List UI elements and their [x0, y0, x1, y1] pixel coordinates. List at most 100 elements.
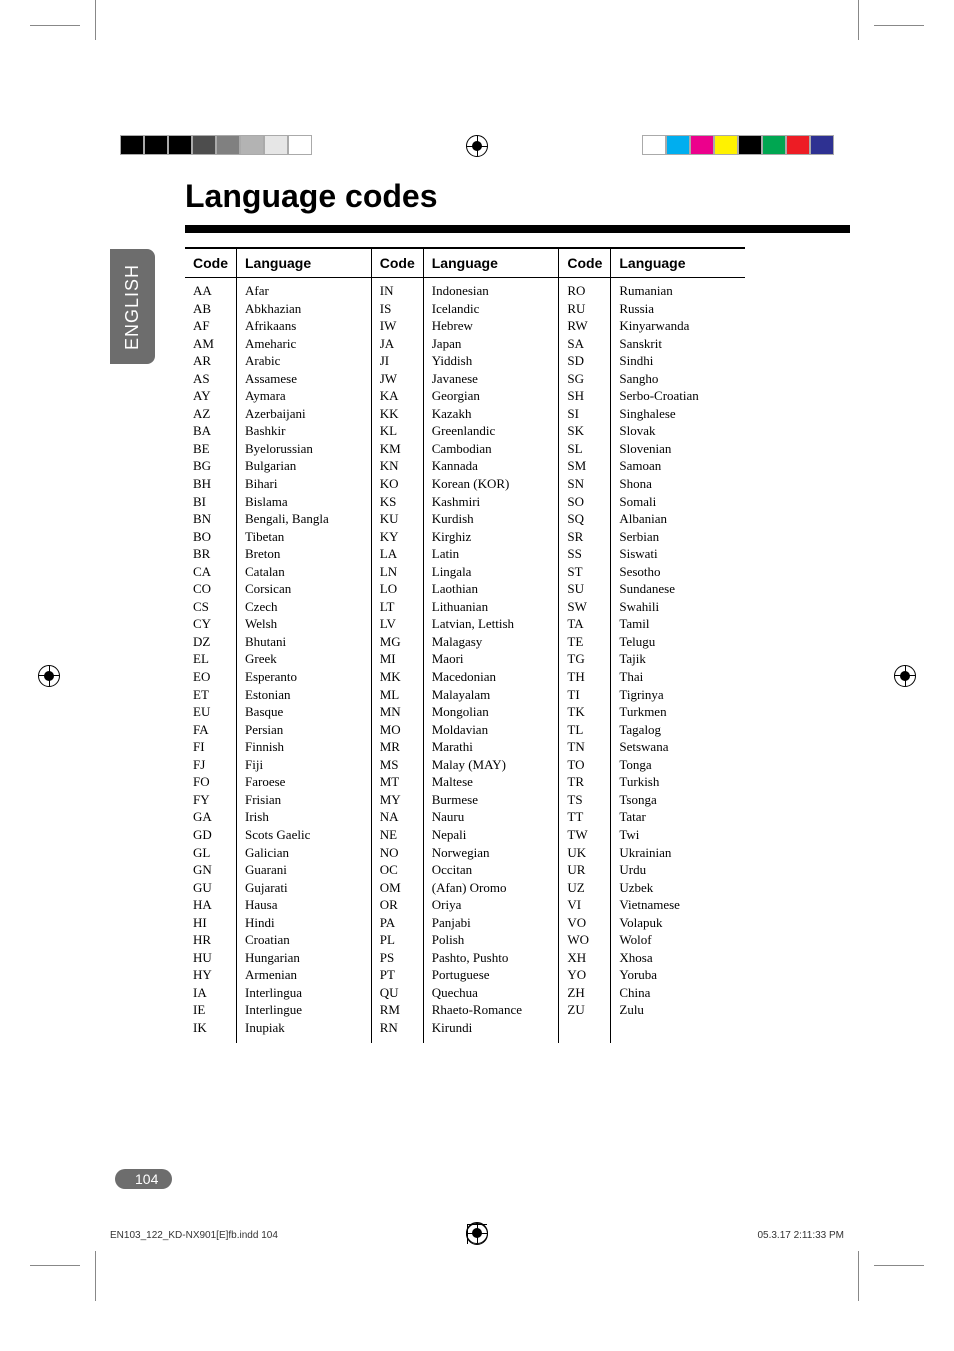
language-cell: Azerbaijani [245, 405, 363, 423]
code-cell: ZU [567, 1001, 602, 1019]
language-cell: Slovak [619, 422, 737, 440]
language-cell: Fiji [245, 756, 363, 774]
language-cell: Interlingua [245, 984, 363, 1002]
language-cell: Pashto, Pushto [432, 949, 551, 967]
code-cell: PS [380, 949, 415, 967]
language-cell: Norwegian [432, 844, 551, 862]
language-cell: Latvian, Lettish [432, 615, 551, 633]
language-cell: Laothian [432, 580, 551, 598]
code-cell: TG [567, 650, 602, 668]
code-cell: JW [380, 370, 415, 388]
code-cell: NE [380, 826, 415, 844]
code-cell: UK [567, 844, 602, 862]
language-cell: Tajik [619, 650, 737, 668]
color-swatch [738, 135, 762, 155]
code-list: AAABAFAMARASAYAZBABEBGBHBIBNBOBRCACOCSCY… [185, 278, 236, 1043]
code-cell: DZ [193, 633, 228, 651]
code-cell: BI [193, 493, 228, 511]
code-cell: CY [193, 615, 228, 633]
color-swatch [264, 135, 288, 155]
language-cell: Ameharic [245, 335, 363, 353]
code-cell: NA [380, 808, 415, 826]
language-cell: Breton [245, 545, 363, 563]
language-cell: Aymara [245, 387, 363, 405]
color-bar-left [120, 135, 312, 155]
language-cell: Kazakh [432, 405, 551, 423]
table-header-code: Code [559, 248, 611, 278]
language-cell: Macedonian [432, 668, 551, 686]
language-cell: Galician [245, 844, 363, 862]
language-cell: Hindi [245, 914, 363, 932]
language-cell: Uzbek [619, 879, 737, 897]
code-cell: KY [380, 528, 415, 546]
code-cell: TI [567, 686, 602, 704]
code-cell: MN [380, 703, 415, 721]
registration-mark-icon [466, 135, 488, 157]
color-swatch [192, 135, 216, 155]
language-cell: Cambodian [432, 440, 551, 458]
language-cell: Rumanian [619, 282, 737, 300]
code-cell: TO [567, 756, 602, 774]
code-cell: YO [567, 966, 602, 984]
language-cell: Hausa [245, 896, 363, 914]
language-cell: Portuguese [432, 966, 551, 984]
color-bar-right [642, 135, 834, 155]
language-cell: Burmese [432, 791, 551, 809]
code-cell: AY [193, 387, 228, 405]
language-cell: Bihari [245, 475, 363, 493]
table-header-language: Language [237, 248, 372, 278]
code-cell: ST [567, 563, 602, 581]
language-cell: (Afan) Oromo [432, 879, 551, 897]
language-cell: Javanese [432, 370, 551, 388]
code-cell: LA [380, 545, 415, 563]
language-tab: ENGLISH [110, 249, 155, 364]
code-cell: FJ [193, 756, 228, 774]
language-list: AfarAbkhazianAfrikaansAmeharicArabicAssa… [237, 278, 371, 1043]
code-cell: MS [380, 756, 415, 774]
language-cell: Malagasy [432, 633, 551, 651]
code-cell: HR [193, 931, 228, 949]
language-cell: Bengali, Bangla [245, 510, 363, 528]
language-cell: Kashmiri [432, 493, 551, 511]
code-cell: BA [193, 422, 228, 440]
code-cell: SA [567, 335, 602, 353]
code-cell: TA [567, 615, 602, 633]
code-cell: FI [193, 738, 228, 756]
language-cell: Indonesian [432, 282, 551, 300]
code-cell: CO [193, 580, 228, 598]
code-cell: RU [567, 300, 602, 318]
code-cell: TT [567, 808, 602, 826]
color-swatch [666, 135, 690, 155]
language-cell: Gujarati [245, 879, 363, 897]
code-cell: GN [193, 861, 228, 879]
language-cell: Volapuk [619, 914, 737, 932]
language-cell: Maltese [432, 773, 551, 791]
language-cell: Sundanese [619, 580, 737, 598]
language-cell: Corsican [245, 580, 363, 598]
language-cell: Guarani [245, 861, 363, 879]
language-cell: Vietnamese [619, 896, 737, 914]
code-cell: SG [567, 370, 602, 388]
language-cell: Urdu [619, 861, 737, 879]
color-swatch [642, 135, 666, 155]
code-cell: AA [193, 282, 228, 300]
language-cell: Panjabi [432, 914, 551, 932]
language-cell: Faroese [245, 773, 363, 791]
language-cell: Malay (MAY) [432, 756, 551, 774]
color-swatch [144, 135, 168, 155]
code-cell: SH [567, 387, 602, 405]
code-cell: TR [567, 773, 602, 791]
language-cell: Catalan [245, 563, 363, 581]
language-cell: Latin [432, 545, 551, 563]
language-cell: Samoan [619, 457, 737, 475]
language-cell: Assamese [245, 370, 363, 388]
code-cell: AS [193, 370, 228, 388]
language-cell: Kirundi [432, 1019, 551, 1037]
language-cell: Quechua [432, 984, 551, 1002]
language-cell: Swahili [619, 598, 737, 616]
code-cell: BN [193, 510, 228, 528]
language-cell: Rhaeto-Romance [432, 1001, 551, 1019]
language-cell: Frisian [245, 791, 363, 809]
table-header-code: Code [371, 248, 423, 278]
color-swatch [216, 135, 240, 155]
